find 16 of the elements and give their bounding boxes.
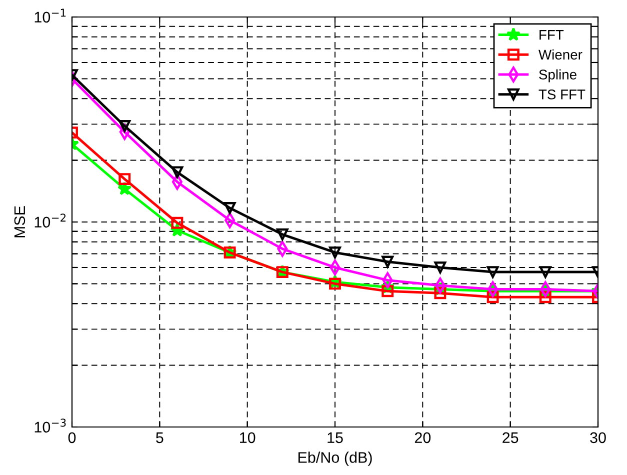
legend-label: Spline [539, 69, 576, 82]
legend-label: Wiener [538, 49, 582, 60]
y-tick-label: 10$^{−1}$ [34, 8, 66, 23]
x-axis-title: Eb/No (dB) [298, 452, 372, 466]
y-axis-title: MSE [14, 206, 26, 238]
x-tick-label: 20 [414, 432, 431, 444]
legend-label: FFT [540, 30, 564, 40]
y-tick-label: 10$^{−3}$ [34, 418, 66, 433]
legend-label: TS FFT [538, 90, 586, 100]
y-tick-label: 10$^{−2}$ [34, 214, 66, 228]
x-tick-label: 0 [68, 432, 76, 444]
x-tick-label: 5 [156, 432, 164, 444]
x-tick-label: 15 [328, 432, 343, 444]
x-tick-label: 10 [240, 432, 256, 444]
x-tick-label: 30 [590, 432, 606, 444]
x-tick-label: 25 [502, 432, 518, 444]
